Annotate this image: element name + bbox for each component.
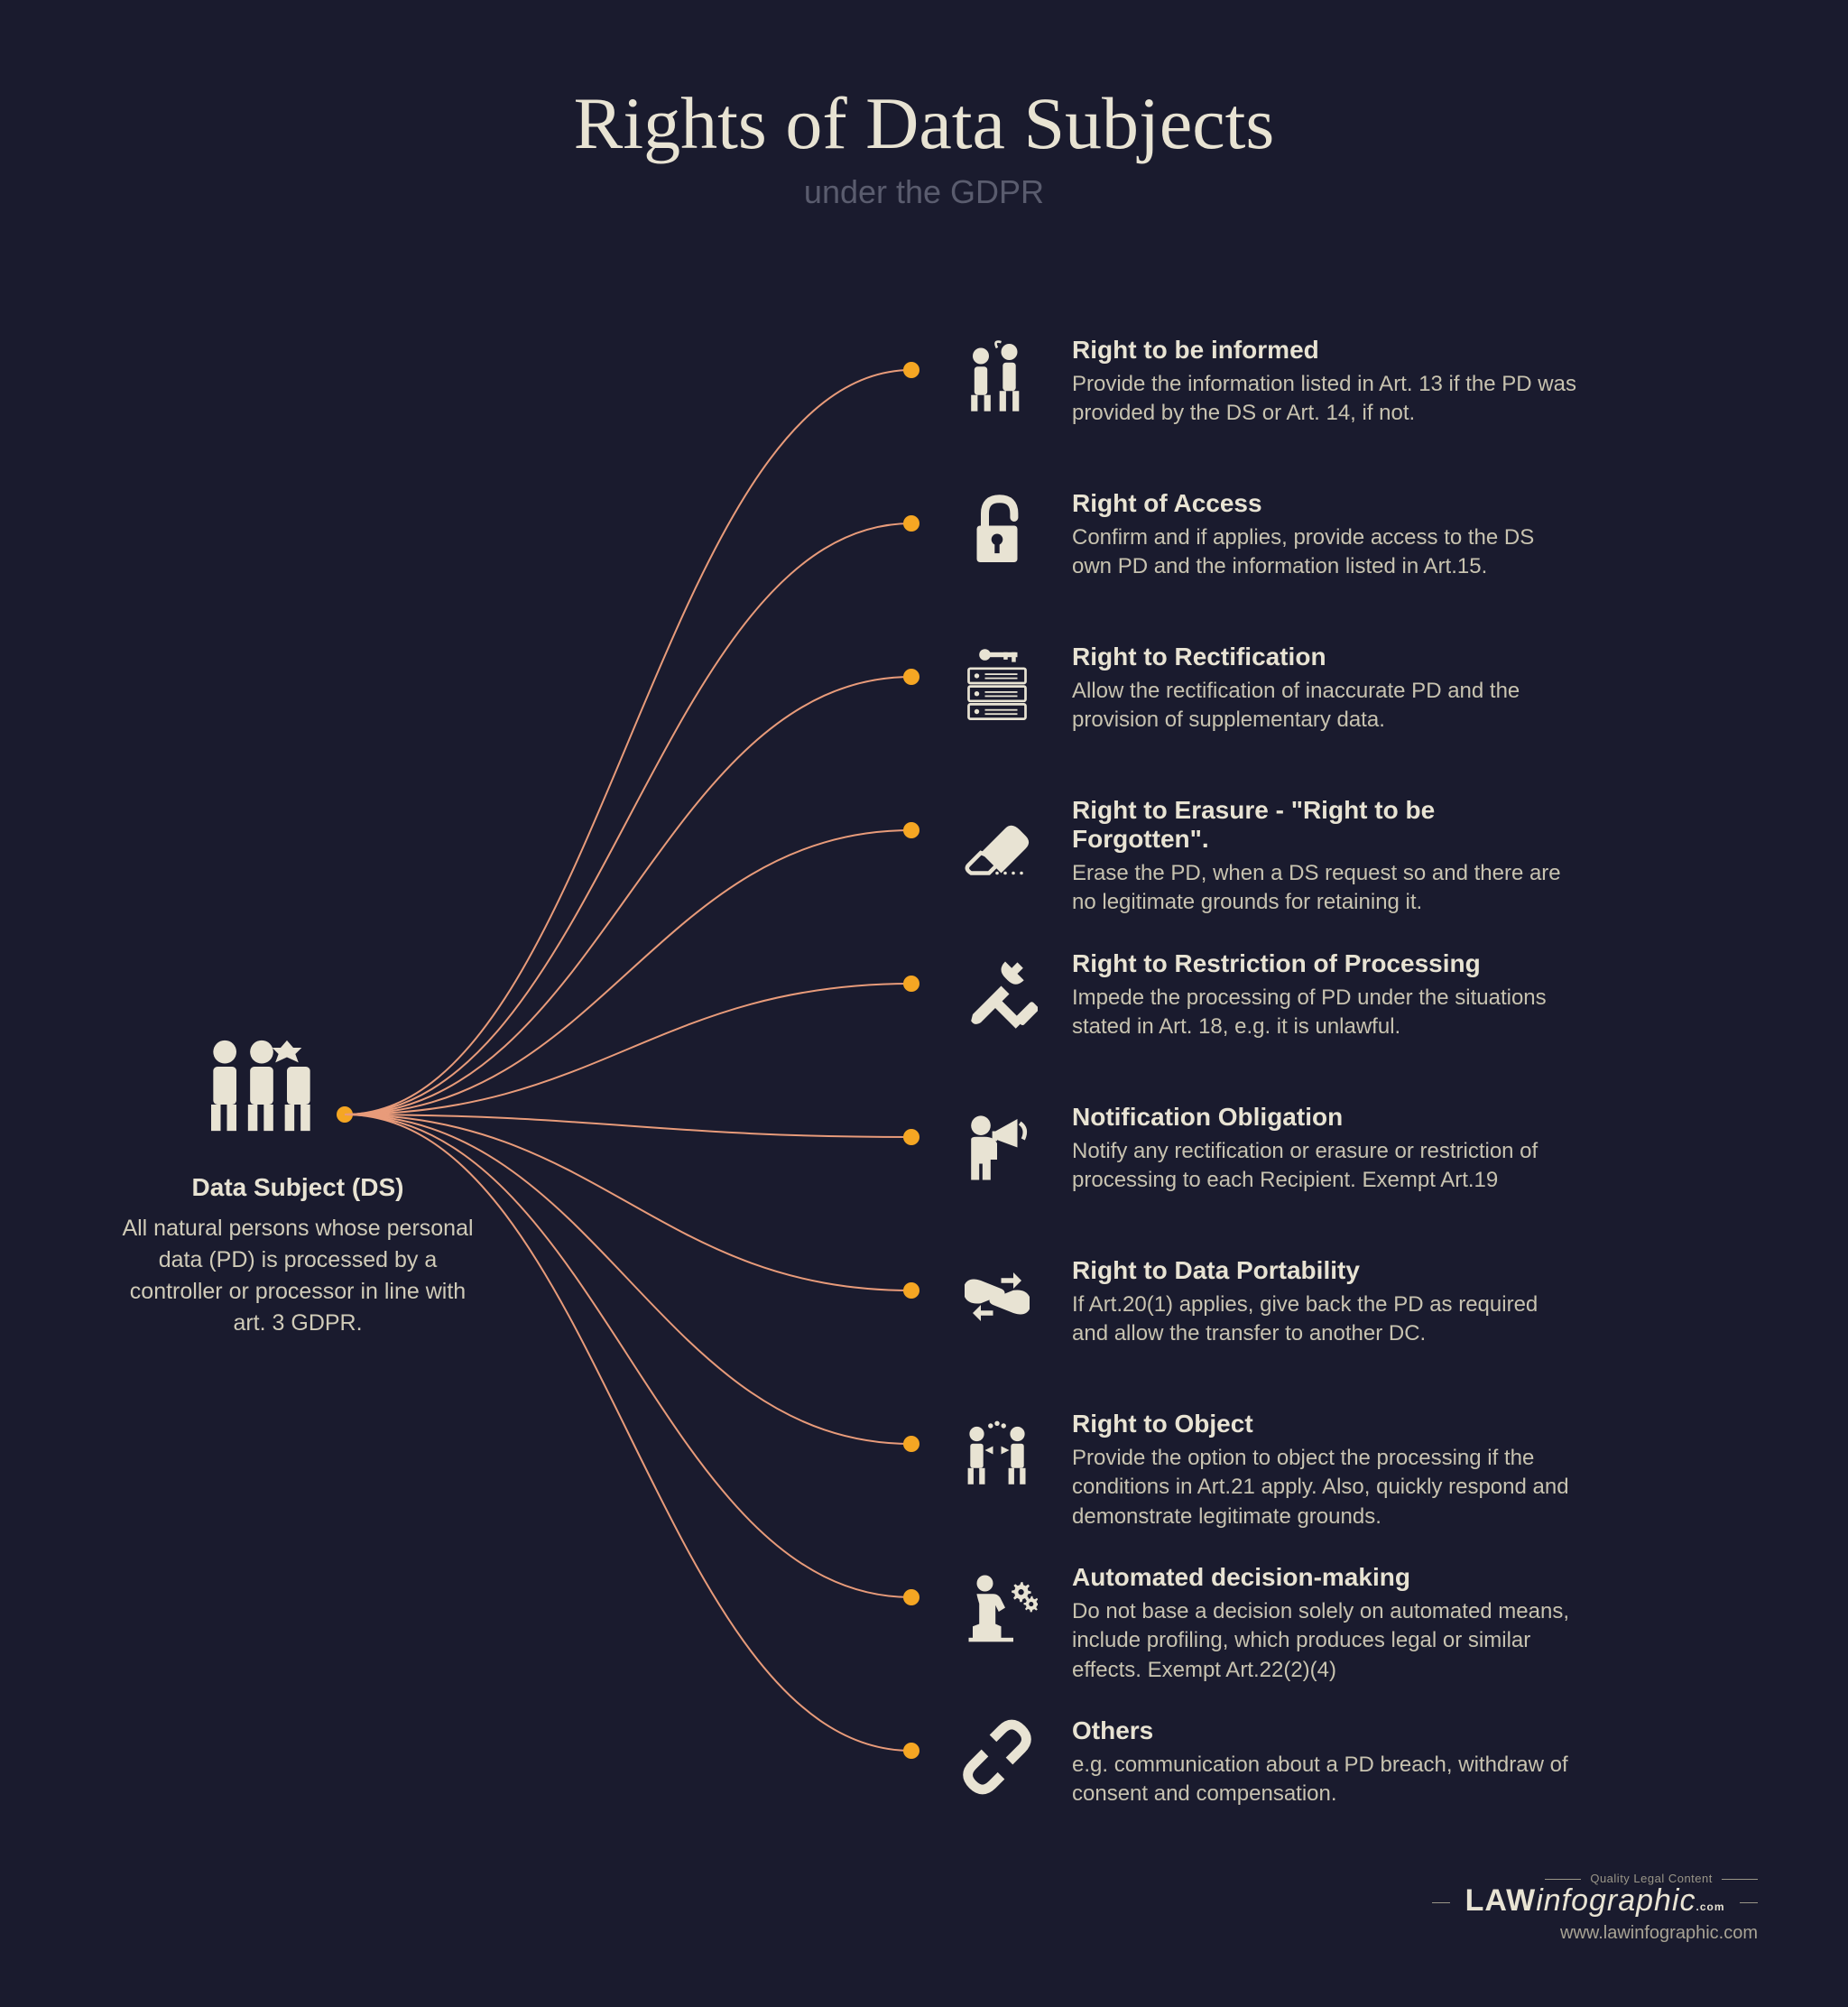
page-title: Rights of Data Subjects [0,0,1848,166]
right-description: Impede the processing of PD under the si… [1072,984,1577,1042]
right-title: Right to Restriction of Processing [1072,949,1577,978]
right-item: Right to be informed Provide the informat… [956,336,1577,429]
right-description: Erase the PD, when a DS request so and t… [1072,859,1577,918]
server-key-icon [956,643,1038,724]
right-description: Provide the option to object the process… [1072,1444,1577,1531]
source-label: Data Subject (DS) All natural persons wh… [117,1173,478,1339]
right-item: Right of Access Confirm and if applies, p… [956,489,1577,582]
right-item: Others e.g. communication about a PD brea… [956,1716,1577,1809]
eraser-icon [956,796,1038,877]
footer-url: www.lawinfographic.com [1432,1923,1758,1944]
right-item: Right to Data Portability If Art.20(1) ap… [956,1256,1577,1349]
right-item: Right to Erasure - "Right to be Forgotte… [956,796,1577,918]
right-item: Notification Obligation Notify any rectif… [956,1103,1577,1196]
right-description: Notify any rectification or erasure or r… [1072,1137,1577,1196]
source-description: All natural persons whose personal data … [117,1213,478,1339]
page-subtitle: under the GDPR [0,173,1848,211]
right-item: Right to Object Provide the option to obj… [956,1410,1577,1531]
right-description: Allow the rectification of inaccurate PD… [1072,677,1577,735]
hands-transfer-icon [956,1256,1038,1337]
right-title: Automated decision-making [1072,1563,1577,1592]
right-title: Notification Obligation [1072,1103,1577,1132]
chain-link-icon [956,1716,1038,1798]
megaphone-person-icon [956,1103,1038,1184]
people-object-icon [956,1410,1038,1491]
right-title: Right to Data Portability [1072,1256,1577,1285]
right-description: e.g. communication about a PD breach, wi… [1072,1751,1577,1809]
source-title: Data Subject (DS) [117,1173,478,1202]
gears-person-icon [956,1563,1038,1644]
right-title: Right to Rectification [1072,643,1577,671]
people-talk-icon [956,336,1038,417]
tools-icon [956,949,1038,1031]
right-item: Right to Rectification Allow the rectific… [956,643,1577,735]
data-subject-icon [199,1029,325,1128]
footer: Quality Legal Content LAWinfographic.com… [1432,1872,1758,1944]
right-description: Confirm and if applies, provide access t… [1072,523,1577,582]
right-title: Right to Object [1072,1410,1577,1438]
footer-brand: LAWinfographic.com [1432,1885,1758,1916]
right-description: Do not base a decision solely on automat… [1072,1597,1577,1685]
right-item: Right to Restriction of Processing Impede… [956,949,1577,1042]
right-title: Others [1072,1716,1577,1745]
right-item: Automated decision-making Do not base a d… [956,1563,1577,1685]
right-title: Right to be informed [1072,336,1577,365]
right-description: Provide the information listed in Art. 1… [1072,370,1577,429]
right-description: If Art.20(1) applies, give back the PD a… [1072,1290,1577,1349]
right-title: Right of Access [1072,489,1577,518]
padlock-open-icon [956,489,1038,570]
right-title: Right to Erasure - "Right to be Forgotte… [1072,796,1577,854]
